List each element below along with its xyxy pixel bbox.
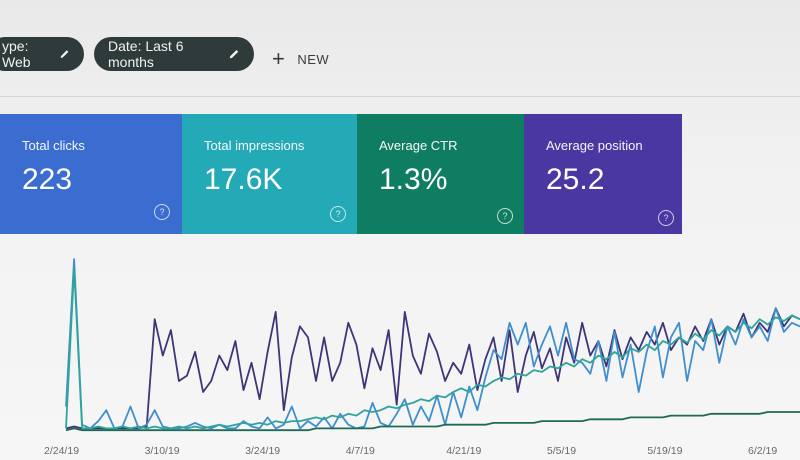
- metric-cards: Total clicks 223 ? Total impressions 17.…: [0, 114, 800, 234]
- date-filter-label: Date: Last 6 months: [108, 38, 184, 70]
- edit-pencil-icon: [229, 49, 238, 59]
- metric-label: Average CTR: [379, 138, 458, 153]
- series-line-4: [65, 411, 800, 432]
- metric-card-total-clicks[interactable]: Total clicks 223 ?: [0, 114, 182, 234]
- x-tick-label: 3/24/19: [245, 445, 280, 457]
- help-icon[interactable]: ?: [154, 204, 170, 220]
- new-filter-label: NEW: [297, 51, 330, 67]
- x-tick-label: 4/7/19: [346, 445, 375, 457]
- metric-card-average-ctr[interactable]: Average CTR 1.3% ?: [357, 114, 524, 234]
- metric-value: 17.6K: [204, 163, 283, 196]
- metric-value: 223: [22, 163, 73, 196]
- x-tick-label: 3/10/19: [145, 445, 180, 457]
- plus-icon: +: [272, 46, 286, 71]
- new-filter-button[interactable]: + NEW: [272, 46, 329, 72]
- date-filter-chip[interactable]: Date: Last 6 months: [94, 37, 254, 71]
- filter-bar: ype: Web Date: Last 6 months + NEW: [0, 0, 800, 97]
- metric-value: 25.2: [546, 163, 605, 196]
- type-filter-chip[interactable]: ype: Web: [0, 37, 84, 71]
- metric-label: Total clicks: [22, 138, 85, 153]
- metric-card-total-impressions[interactable]: Total impressions 17.6K ?: [182, 114, 357, 234]
- help-icon[interactable]: ?: [658, 210, 674, 226]
- metric-label: Total impressions: [204, 138, 305, 153]
- type-filter-label: ype: Web: [2, 38, 31, 70]
- metric-card-average-position[interactable]: Average position 25.2 ?: [524, 114, 682, 234]
- performance-line-chart[interactable]: 2/24/19 3/10/19 3/24/19 4/7/19 4/21/19 5/5/19…: [0, 240, 800, 460]
- x-tick-label: 6/2/19: [748, 445, 777, 457]
- series-line-2: [65, 258, 800, 430]
- metric-label: Average position: [546, 138, 643, 153]
- x-tick-label: 2/24/19: [44, 445, 79, 457]
- x-tick-label: 4/21/19: [446, 445, 481, 457]
- metric-value: 1.3%: [379, 163, 448, 196]
- help-icon[interactable]: ?: [330, 206, 346, 222]
- edit-pencil-icon: [60, 50, 69, 59]
- x-tick-label: 5/19/19: [647, 445, 682, 457]
- help-icon[interactable]: ?: [497, 208, 513, 224]
- x-tick-label: 5/5/19: [547, 445, 576, 457]
- series-line-3: [65, 267, 800, 430]
